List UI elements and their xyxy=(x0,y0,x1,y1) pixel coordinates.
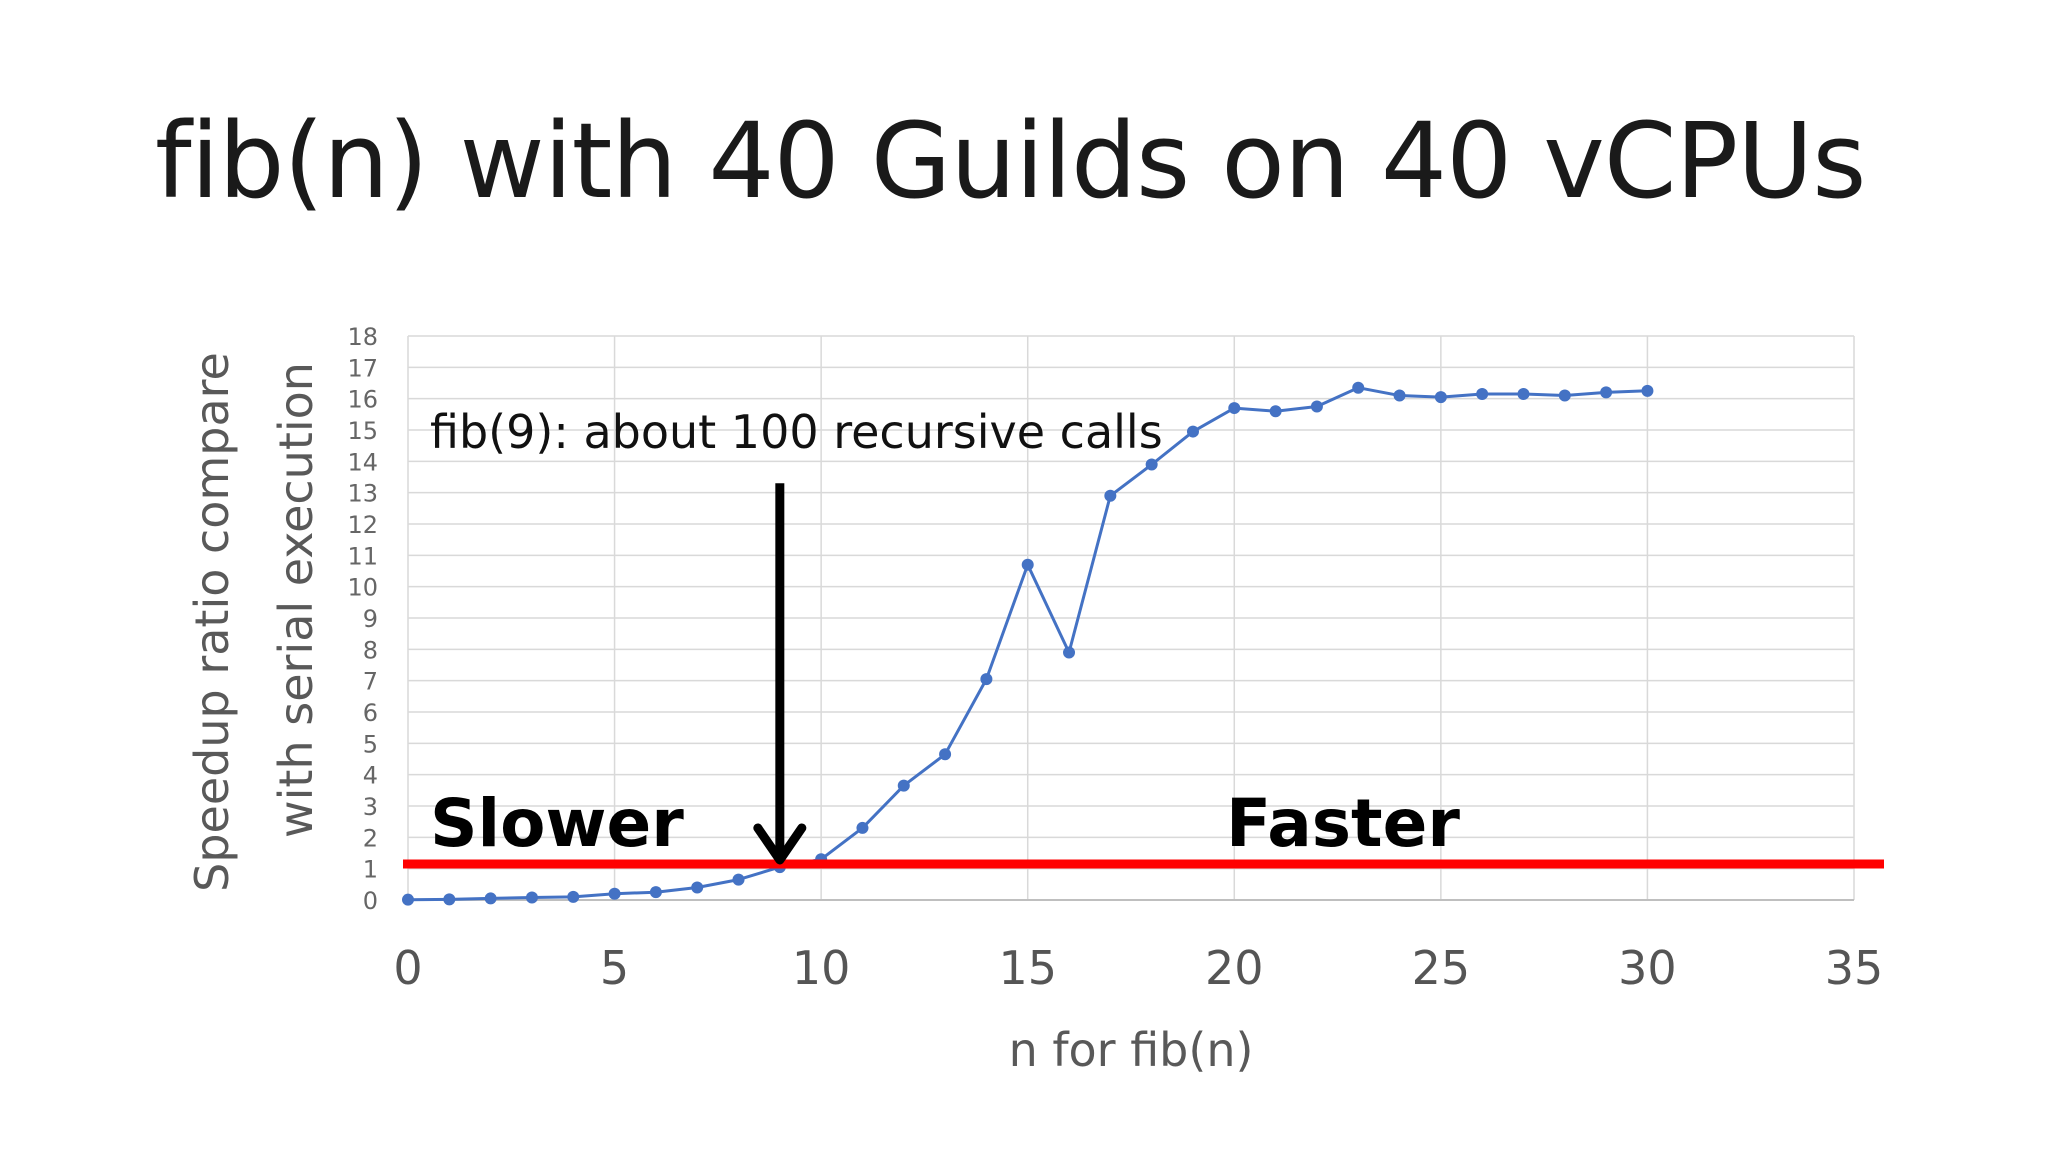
data-point xyxy=(1063,646,1076,659)
x-tick-label: 10 xyxy=(792,941,851,995)
data-point xyxy=(1228,402,1241,415)
y-tick-label: 15 xyxy=(347,417,378,445)
y-tick-label: 10 xyxy=(347,574,378,602)
data-point xyxy=(1104,489,1117,502)
data-point xyxy=(691,881,704,894)
data-point xyxy=(1600,386,1613,399)
x-tick-label: 20 xyxy=(1205,941,1264,995)
y-tick-label: 2 xyxy=(363,824,378,852)
arrow-annotation-label: fib(9): about 100 recursive calls xyxy=(430,405,1163,459)
y-axis-title-line2: with serial execution xyxy=(269,362,323,838)
slower-region-label: Slower xyxy=(430,785,684,862)
x-tick-label: 25 xyxy=(1412,941,1471,995)
data-point xyxy=(608,887,621,900)
threshold-layer xyxy=(403,483,1884,869)
x-tick-label: 35 xyxy=(1825,941,1884,995)
data-point xyxy=(1393,389,1406,402)
x-tick-label: 0 xyxy=(393,941,422,995)
data-point xyxy=(939,748,952,761)
data-point xyxy=(1434,391,1447,404)
speedup-series xyxy=(402,381,1654,906)
data-point xyxy=(1186,425,1199,438)
y-tick-label: 6 xyxy=(363,699,378,727)
data-point xyxy=(402,893,414,906)
data-point xyxy=(1310,400,1323,413)
chart-gridlines xyxy=(407,335,1855,901)
y-tick-label: 1 xyxy=(363,856,378,884)
y-tick-label: 13 xyxy=(347,480,378,508)
y-tick-label: 4 xyxy=(363,762,378,790)
data-point xyxy=(443,893,456,906)
slide-title: fib(n) with 40 Guilds on 40 vCPUs xyxy=(155,100,1866,222)
y-tick-label: 9 xyxy=(363,605,378,633)
y-tick-label: 16 xyxy=(347,386,378,414)
data-point xyxy=(1021,558,1034,571)
data-point xyxy=(856,821,869,834)
data-point xyxy=(980,673,993,686)
y-axis-title-line1: Speedup ratio compare xyxy=(185,352,239,892)
data-point xyxy=(1145,458,1158,471)
x-axis-ticks: 0 5 10 15 20 25 30 35 xyxy=(393,941,1883,995)
data-point xyxy=(1352,381,1365,394)
y-tick-label: 3 xyxy=(363,793,378,821)
data-point xyxy=(1476,387,1489,400)
x-tick-label: 15 xyxy=(998,941,1057,995)
data-point xyxy=(649,886,662,899)
y-tick-label: 17 xyxy=(347,354,378,382)
data-point xyxy=(1269,405,1282,418)
data-point xyxy=(484,892,497,905)
x-tick-label: 30 xyxy=(1618,941,1677,995)
faster-region-label: Faster xyxy=(1226,785,1460,862)
data-point xyxy=(567,890,580,903)
data-point xyxy=(1517,387,1530,400)
data-point xyxy=(732,873,745,886)
data-point xyxy=(897,779,910,792)
data-point xyxy=(525,891,538,904)
y-tick-label: 14 xyxy=(347,448,378,476)
annotation-arrow-head xyxy=(753,823,807,865)
y-tick-label: 0 xyxy=(363,887,378,915)
y-tick-label: 12 xyxy=(347,511,378,539)
y-tick-label: 18 xyxy=(347,323,378,351)
y-tick-label: 8 xyxy=(363,636,378,664)
data-point xyxy=(1641,384,1654,397)
x-tick-label: 5 xyxy=(600,941,629,995)
y-tick-label: 7 xyxy=(363,668,378,696)
y-tick-label: 5 xyxy=(363,730,378,758)
x-axis-title: n for fib(n) xyxy=(1009,1023,1254,1077)
data-point xyxy=(1558,389,1571,402)
annotation-layer: fib(9): about 100 recursive calls Slower… xyxy=(430,405,1460,862)
y-tick-label: 11 xyxy=(347,542,378,570)
